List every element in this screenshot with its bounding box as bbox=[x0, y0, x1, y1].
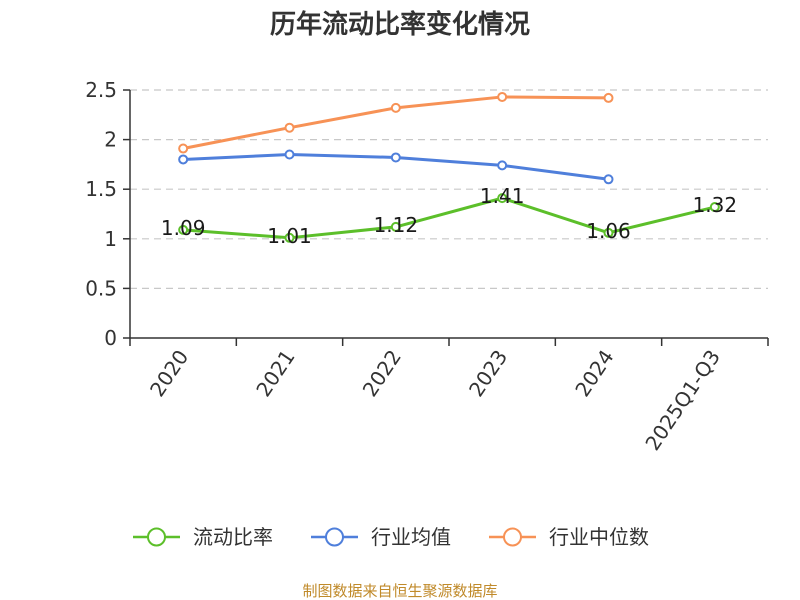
legend: 流动比率 行业均值 行业中位数 bbox=[133, 525, 649, 549]
series-layer bbox=[178, 91, 720, 243]
data-point[interactable] bbox=[390, 102, 401, 113]
data-point[interactable] bbox=[284, 232, 295, 243]
grid-lines bbox=[130, 89, 768, 289]
series-line bbox=[181, 196, 717, 240]
data-label: 1.06 bbox=[586, 219, 631, 243]
legend-marker-icon bbox=[503, 527, 522, 547]
legend-label: 行业均值 bbox=[371, 525, 451, 549]
y-tick-label: 2 bbox=[104, 128, 117, 152]
x-tick-label: 2020 bbox=[145, 345, 193, 401]
x-tick-label: 2024 bbox=[570, 345, 618, 401]
data-point[interactable] bbox=[709, 202, 720, 213]
legend-item[interactable]: 行业中位数 bbox=[489, 525, 649, 549]
legend-item[interactable]: 流动比率 bbox=[133, 525, 273, 549]
y-tick-label: 0.5 bbox=[85, 276, 117, 300]
data-labels: 1.09 1.01 1.12 1.41 1.06 1.32 bbox=[161, 184, 737, 248]
series-0 bbox=[178, 193, 720, 243]
x-tick-label: 2023 bbox=[464, 345, 512, 401]
data-point[interactable] bbox=[603, 92, 614, 103]
x-tick-label: 2025Q1-Q3 bbox=[640, 345, 725, 454]
series-1 bbox=[178, 149, 614, 185]
data-point[interactable] bbox=[603, 174, 614, 185]
data-point[interactable] bbox=[284, 149, 295, 160]
data-point[interactable] bbox=[178, 143, 189, 154]
data-point[interactable] bbox=[497, 193, 508, 204]
data-point[interactable] bbox=[390, 221, 401, 232]
data-label: 1.01 bbox=[267, 224, 312, 248]
legend-label: 流动比率 bbox=[193, 525, 273, 549]
y-tick-label: 0 bbox=[104, 326, 117, 350]
data-label: 1.12 bbox=[374, 213, 419, 237]
axes: 0 0.5 1 1.5 2 2.5 2020 2021 2022 2023 2024 2025Q1-Q… bbox=[85, 78, 769, 455]
series-2 bbox=[178, 91, 614, 154]
data-point[interactable] bbox=[178, 224, 189, 235]
data-label: 1.32 bbox=[693, 193, 738, 217]
data-point[interactable] bbox=[603, 227, 614, 238]
chart-title: 历年流动比率变化情况 bbox=[270, 9, 530, 40]
x-tick-label: 2021 bbox=[251, 345, 299, 401]
x-tick-label: 2022 bbox=[358, 345, 406, 401]
data-point[interactable] bbox=[497, 160, 508, 171]
data-point[interactable] bbox=[178, 154, 189, 165]
y-tick-label: 2.5 bbox=[85, 78, 117, 102]
legend-label: 行业中位数 bbox=[549, 525, 649, 549]
data-point[interactable] bbox=[284, 122, 295, 133]
data-label: 1.09 bbox=[161, 216, 206, 240]
source-note: 制图数据来自恒生聚源数据库 bbox=[302, 582, 497, 600]
data-label: 1.41 bbox=[480, 184, 525, 208]
y-tick-label: 1 bbox=[104, 227, 117, 251]
legend-marker-icon bbox=[147, 527, 166, 547]
data-point[interactable] bbox=[497, 91, 508, 102]
y-tick-label: 1.5 bbox=[85, 177, 117, 201]
legend-marker-icon bbox=[325, 527, 344, 547]
legend-item[interactable]: 行业均值 bbox=[311, 525, 451, 549]
data-point[interactable] bbox=[390, 152, 401, 163]
